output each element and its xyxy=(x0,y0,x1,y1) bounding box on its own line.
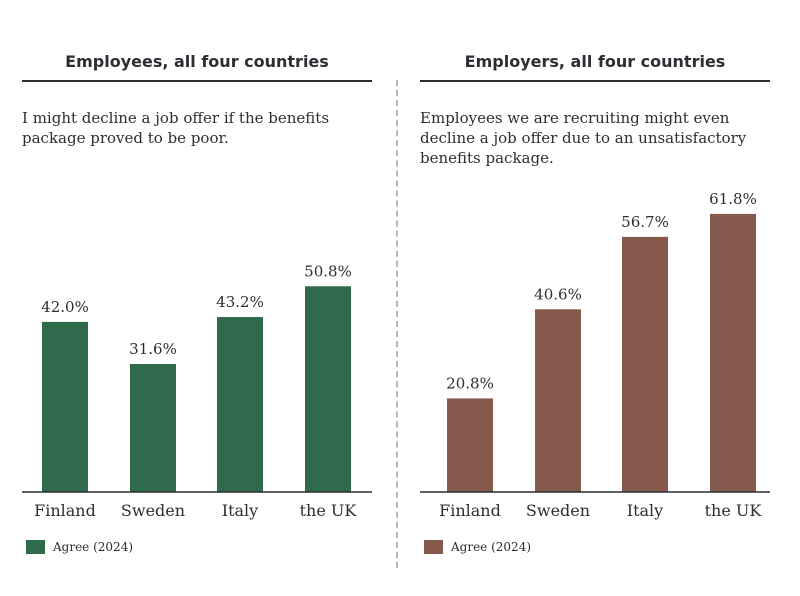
bar xyxy=(305,286,351,492)
data-label: 61.8% xyxy=(709,190,757,208)
data-label: 40.6% xyxy=(534,285,582,303)
question-text: I might decline a job offer if the benef… xyxy=(22,109,330,147)
data-label: 43.2% xyxy=(216,293,264,311)
title-rule xyxy=(22,80,372,82)
bar xyxy=(217,317,263,492)
employers-panel: Employers, all four countries Employees … xyxy=(420,0,770,596)
legend: Agree (2024) xyxy=(26,540,133,554)
bar xyxy=(447,398,493,492)
bar-chart: 20.8% Finland 40.6% Sweden 56.7% Italy 61.8% th… xyxy=(420,190,770,520)
bar xyxy=(710,213,756,492)
data-label: 56.7% xyxy=(621,213,669,231)
category-label: Italy xyxy=(627,501,663,520)
category-label: Finland xyxy=(34,501,96,520)
category-label: Finland xyxy=(439,501,501,520)
panel-title: Employers, all four countries xyxy=(464,52,726,71)
bar xyxy=(622,236,668,492)
category-label: the UK xyxy=(705,501,763,520)
legend-label: Agree (2024) xyxy=(53,540,134,554)
data-label: 50.8% xyxy=(304,262,352,280)
category-label: Italy xyxy=(222,501,258,520)
data-label: 20.8% xyxy=(446,374,494,392)
category-label: Sweden xyxy=(526,501,590,520)
category-label: Sweden xyxy=(121,501,185,520)
question-text: Employees we are recruiting might even d… xyxy=(420,109,747,167)
data-label: 42.0% xyxy=(41,298,89,316)
legend-label: Agree (2024) xyxy=(451,540,532,554)
legend-swatch xyxy=(424,540,443,554)
legend-swatch xyxy=(26,540,45,554)
category-label: the UK xyxy=(300,501,358,520)
bar xyxy=(130,364,176,492)
panel-divider xyxy=(396,80,398,568)
legend: Agree (2024) xyxy=(424,540,531,554)
bar xyxy=(42,321,88,492)
panel-title: Employees, all four countries xyxy=(65,52,329,71)
data-label: 31.6% xyxy=(129,340,177,358)
title-rule xyxy=(420,80,770,82)
employees-panel: Employees, all four countries I might de… xyxy=(22,0,372,596)
bar xyxy=(535,309,581,492)
bar-chart: 42.0% Finland 31.6% Sweden 43.2% Italy 50.8% th… xyxy=(22,262,372,520)
